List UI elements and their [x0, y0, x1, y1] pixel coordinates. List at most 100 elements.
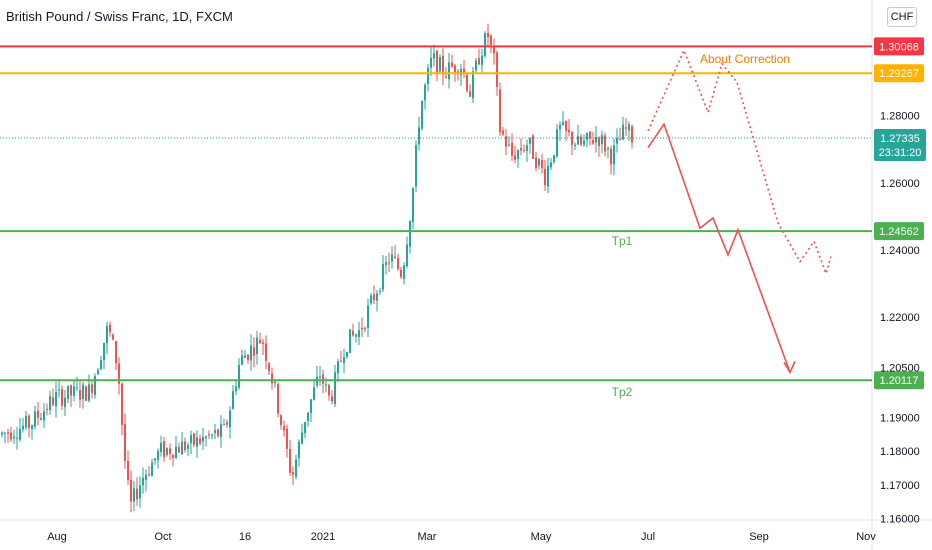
candle-body	[595, 137, 597, 143]
candle	[289, 439, 291, 476]
candle-body	[481, 55, 483, 65]
candle	[4, 431, 6, 444]
candle	[379, 287, 381, 296]
candle	[553, 154, 555, 165]
candle-body	[271, 373, 273, 384]
candle-body	[631, 126, 633, 143]
candle-body	[259, 339, 261, 344]
projection-arrowhead	[783, 361, 796, 375]
candle-body	[55, 391, 57, 407]
candle-body	[127, 460, 129, 480]
candle-body	[556, 129, 558, 157]
candle-body	[337, 361, 339, 374]
candle-body	[145, 474, 147, 480]
candle-body	[394, 256, 396, 258]
candle	[595, 125, 597, 153]
candle-body	[526, 145, 528, 151]
candle-body	[544, 168, 546, 186]
candle	[526, 139, 528, 163]
candle-body	[319, 376, 321, 378]
candle-body	[577, 136, 579, 145]
candle-body	[196, 437, 198, 447]
level-price-label-0: 1.30068	[879, 41, 919, 53]
candle	[280, 414, 282, 430]
candle-body	[376, 293, 378, 301]
candle-body	[295, 459, 297, 477]
candle-body	[355, 334, 357, 337]
candle-body	[142, 477, 144, 486]
candle-body	[403, 265, 405, 279]
candle	[517, 149, 519, 168]
candle-body	[304, 422, 306, 434]
level-price-tag-3	[874, 371, 924, 390]
candle-body	[364, 327, 366, 329]
candle-body	[523, 149, 525, 151]
candle-body	[139, 485, 141, 499]
candle	[286, 424, 288, 458]
candle	[154, 457, 156, 465]
candle-body	[205, 436, 207, 439]
candle-body	[67, 385, 69, 399]
candle	[421, 100, 423, 131]
candle-body	[373, 294, 375, 301]
candle-body	[217, 429, 219, 437]
candle-body	[4, 432, 6, 434]
candle	[541, 153, 543, 174]
candle-body	[625, 127, 627, 129]
candle	[523, 144, 525, 153]
candle	[205, 435, 207, 447]
candle-body	[226, 422, 228, 425]
candle-body	[19, 428, 21, 440]
candle-body	[517, 150, 519, 159]
candle	[604, 132, 606, 157]
candle	[55, 381, 57, 418]
currency-button[interactable]: CHF	[887, 7, 917, 27]
candle	[415, 140, 417, 193]
candle	[487, 23, 489, 46]
candle	[250, 334, 252, 371]
candle-body	[76, 387, 78, 389]
candle	[10, 426, 12, 443]
candle	[574, 142, 576, 151]
candle-body	[283, 426, 285, 431]
annotation-tp1: Tp1	[612, 234, 633, 248]
candle	[409, 220, 411, 254]
candle	[412, 187, 414, 230]
candle-body	[505, 136, 507, 147]
candle-body	[97, 369, 99, 375]
candle-body	[484, 33, 486, 56]
candle	[589, 131, 591, 146]
candle-body	[487, 32, 489, 37]
candle	[391, 246, 393, 269]
candle	[175, 436, 177, 460]
candle	[82, 382, 84, 409]
candle-body	[553, 155, 555, 162]
candle-body	[400, 269, 402, 278]
candle	[172, 454, 174, 467]
candle-body	[106, 325, 108, 344]
candle-body	[211, 434, 213, 436]
candle-body	[16, 437, 18, 439]
candle	[151, 458, 153, 477]
candle-body	[619, 139, 621, 141]
candle-body	[334, 372, 336, 405]
candle	[400, 266, 402, 279]
candle-body	[370, 295, 372, 304]
candle	[166, 447, 168, 457]
candle	[577, 124, 579, 145]
candle-body	[559, 124, 561, 130]
candle	[79, 381, 81, 408]
candle-body	[148, 473, 150, 475]
candle-body	[31, 425, 33, 429]
candle-body	[583, 140, 585, 145]
candle-body	[52, 397, 54, 405]
candle-body	[601, 135, 603, 145]
candle-body	[454, 65, 456, 73]
candle-body	[439, 57, 441, 72]
candle-body	[43, 411, 45, 421]
x-tick-label: May	[531, 531, 552, 543]
candle	[556, 124, 558, 159]
candle-body	[100, 360, 102, 370]
candle-body	[532, 135, 534, 159]
